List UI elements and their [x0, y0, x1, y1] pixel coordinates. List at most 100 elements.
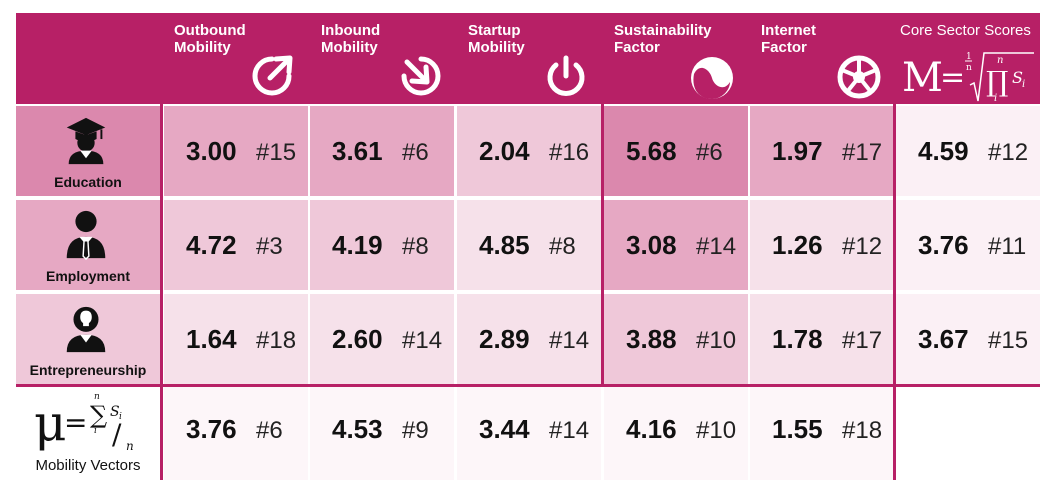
- score-cell: 3.61 #6: [310, 106, 454, 196]
- rank-value: #12: [988, 139, 1029, 166]
- formula-M: M: [902, 55, 943, 101]
- entrepreneur-lightbulb-icon: [66, 306, 106, 353]
- yin-yang-icon: [691, 57, 733, 99]
- column-header-core-sector-scores: Core Sector Scores M = 1 n n ∏ i S i: [900, 13, 1040, 104]
- score-value: 3.76: [186, 414, 237, 444]
- score-value: 2.60: [332, 324, 383, 354]
- divider-horizontal-vectors: [16, 384, 1040, 387]
- row-label: Employment: [45, 268, 130, 284]
- employee-icon: [66, 210, 106, 260]
- graduate-icon: [66, 117, 106, 165]
- formula-sigma-top: n: [94, 392, 100, 402]
- row-header: Entrepreneurship: [16, 294, 160, 384]
- core-score-cell: 4.59 #12: [896, 106, 1040, 196]
- inbound-arrow-icon: [401, 56, 441, 96]
- table-row: Employment 4.72 #3 4.19 #8 4.85 #8 3.08 #14 1.26 #…: [16, 200, 1040, 290]
- rank-value: #6: [696, 139, 723, 166]
- mobility-vectors-header: μ = n ∑ i S i / n Mobility Vectors: [16, 386, 160, 480]
- formula-sigma: ∑: [90, 401, 107, 429]
- score-value: 3.76: [918, 230, 969, 260]
- rank-value: #8: [549, 233, 576, 260]
- formula-slash: /: [112, 418, 122, 451]
- score-cell: 1.64 #18: [164, 294, 308, 384]
- column-label: Inbound Mobility: [321, 22, 381, 56]
- score-cell: 2.60 #14: [310, 294, 454, 384]
- score-value: 3.08: [626, 230, 677, 260]
- score-value: 4.19: [332, 230, 383, 260]
- column-label: Startup Mobility: [468, 22, 525, 56]
- table-row: Entrepreneurship 1.64 #18 2.60 #14 2.89 #14 3.8…: [16, 294, 1040, 384]
- formula-s-index: i: [119, 412, 122, 422]
- formula-s: S: [1012, 68, 1023, 87]
- rank-value: #16: [549, 139, 590, 166]
- rank-value: #14: [549, 417, 590, 444]
- score-value: 2.89: [479, 324, 530, 354]
- rank-value: #10: [696, 417, 737, 444]
- score-value: 1.55: [772, 414, 823, 444]
- divider-vertical-core: [893, 104, 896, 480]
- power-icon: [547, 55, 585, 96]
- mobility-vectors-row: μ = n ∑ i S i / n Mobility Vectors 3.76 #…: [16, 386, 1040, 480]
- geometric-mean-formula: M = 1 n n ∏ i S i: [902, 52, 1034, 104]
- formula-mu: μ: [34, 394, 67, 452]
- score-cell: 1.78 #17: [750, 294, 894, 384]
- score-value: 3.67: [918, 324, 969, 354]
- rank-value: #14: [402, 327, 443, 354]
- rank-value: #14: [549, 327, 590, 354]
- row-header: Education: [16, 106, 160, 196]
- core-score-cell: 3.67 #15: [896, 294, 1040, 384]
- rank-value: #11: [988, 233, 1027, 260]
- score-value: 3.88: [626, 324, 677, 354]
- score-cell: 5.68 #6: [604, 106, 748, 196]
- score-value: 4.59: [918, 136, 969, 166]
- rank-value: #9: [402, 417, 429, 444]
- rank-value: #15: [988, 327, 1029, 354]
- rank-value: #3: [256, 233, 283, 260]
- formula-pi-top: n: [997, 55, 1003, 66]
- rank-value: #17: [842, 327, 883, 354]
- formula-root-index-den: n: [966, 63, 972, 73]
- formula-equals: =: [64, 406, 87, 439]
- score-cell: 2.89 #14: [457, 294, 601, 384]
- row-header: Employment: [16, 200, 160, 290]
- rank-value: #12: [842, 233, 883, 260]
- core-score-cell: 3.76 #11: [896, 200, 1040, 290]
- rank-value: #6: [256, 417, 283, 444]
- formula-root-index-num: 1: [966, 52, 972, 62]
- score-cell: 1.97 #17: [750, 106, 894, 196]
- rank-value: #18: [256, 327, 297, 354]
- score-value: 3.00: [186, 136, 237, 166]
- arithmetic-mean-formula: μ = n ∑ i S i / n: [34, 392, 134, 453]
- column-label: Core Sector Scores: [900, 22, 1031, 39]
- rank-value: #18: [842, 417, 883, 444]
- column-header-internet: Internet Factor: [761, 13, 901, 104]
- mobility-vector-cell: 4.53 #9: [310, 386, 454, 480]
- formula-pi: ∏: [986, 65, 1008, 98]
- row-label: Mobility Vectors: [35, 457, 141, 474]
- mobility-vector-cell: 1.55 #18: [750, 386, 894, 480]
- score-value: 4.16: [626, 414, 677, 444]
- column-label: Sustainability Factor: [614, 22, 712, 56]
- row-label: Entrepreneurship: [29, 362, 147, 378]
- score-cell: 3.08 #14: [604, 200, 748, 290]
- score-value: 4.53: [332, 414, 383, 444]
- rank-value: #10: [696, 327, 737, 354]
- rank-value: #15: [256, 139, 297, 166]
- formula-s-index: i: [1022, 79, 1025, 90]
- rank-value: #17: [842, 139, 883, 166]
- score-cell: 1.26 #12: [750, 200, 894, 290]
- score-value: 1.26: [772, 230, 823, 260]
- rank-value: #6: [402, 139, 429, 166]
- table-row: Education 3.00 #15 3.61 #6 2.04 #16 5.68 #6 1.97 #…: [16, 106, 1040, 196]
- column-label: Outbound Mobility: [174, 22, 246, 56]
- score-cell: 3.88 #10: [604, 294, 748, 384]
- column-header-inbound: Inbound Mobility: [321, 13, 461, 104]
- score-value: 1.97: [772, 136, 823, 166]
- outbound-arrow-icon: [252, 55, 293, 96]
- formula-pi-bottom: i: [994, 93, 997, 104]
- empty-cell: [896, 386, 1040, 480]
- score-value: 2.04: [479, 136, 530, 166]
- column-label: Internet Factor: [761, 22, 817, 56]
- table-header: Outbound Mobility Inbound Mobility Start…: [16, 13, 1040, 104]
- score-value: 1.78: [772, 324, 823, 354]
